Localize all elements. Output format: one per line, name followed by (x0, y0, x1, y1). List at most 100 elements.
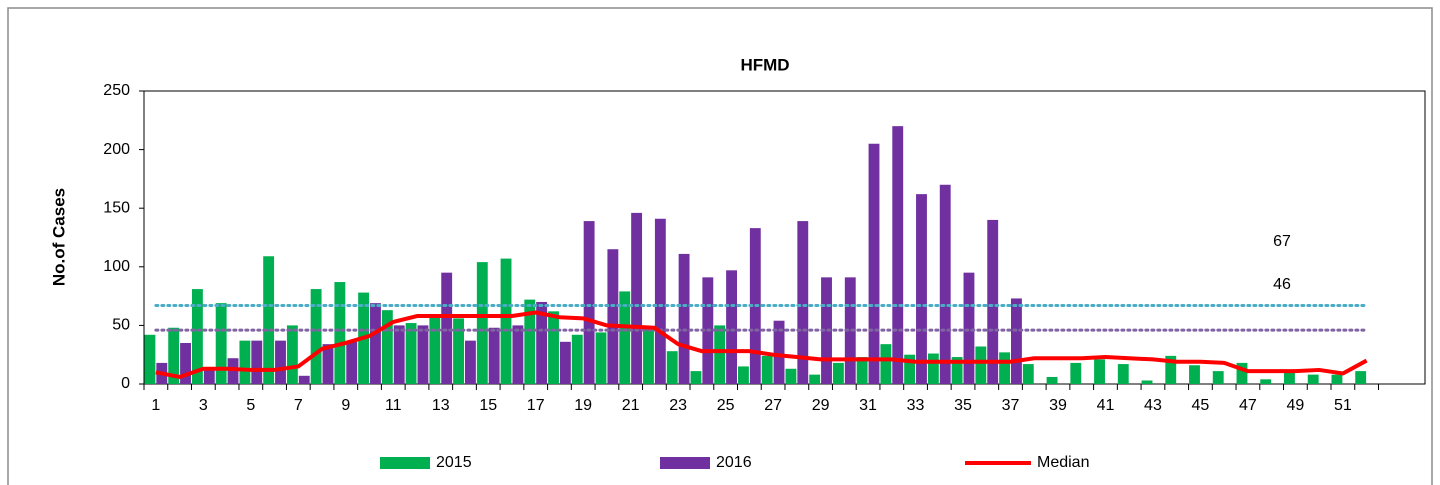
y-tick-label: 150 (103, 199, 130, 216)
bar (203, 367, 215, 384)
x-tick-label: 27 (764, 397, 782, 414)
bar (654, 218, 666, 384)
bar (726, 270, 737, 384)
x-tick-label: 1 (151, 397, 160, 414)
x-tick-label: 3 (199, 397, 208, 414)
bar (310, 289, 322, 384)
bar (844, 277, 856, 384)
bar (536, 301, 548, 384)
bar (476, 262, 488, 384)
bar (1141, 380, 1153, 384)
legend-label: 2016 (716, 454, 752, 471)
bar (370, 303, 381, 384)
x-tick-label: 35 (954, 397, 972, 414)
bar (144, 334, 156, 384)
bar (405, 323, 417, 384)
bar (832, 362, 844, 384)
bar (429, 317, 441, 384)
y-axis-label: No.of Cases (49, 188, 68, 286)
bar (571, 334, 583, 384)
bar (856, 357, 868, 384)
bar (500, 258, 512, 384)
bar (1355, 371, 1367, 384)
x-tick-label: 5 (246, 397, 255, 414)
bar (738, 366, 749, 384)
bar (1117, 364, 1129, 384)
bar (951, 357, 963, 384)
bar (916, 194, 927, 384)
bar (595, 332, 607, 384)
bar (215, 303, 227, 384)
bar (1260, 379, 1272, 384)
bar (417, 325, 429, 384)
x-tick-label: 37 (1002, 397, 1020, 414)
bar (191, 289, 203, 384)
threshold-label: 67 (1273, 233, 1291, 250)
line (155, 310, 1368, 379)
bar (1165, 355, 1177, 384)
bar (464, 340, 476, 384)
bar (441, 272, 453, 384)
x-tick-label: 49 (1286, 397, 1304, 414)
bar (1331, 374, 1343, 384)
bar (797, 221, 809, 384)
bar (1212, 371, 1224, 384)
y-tick-label: 0 (121, 375, 130, 392)
x-tick-label: 11 (385, 397, 402, 414)
chart-title: HFMD (740, 55, 789, 74)
x-tick-label: 51 (1334, 397, 1352, 414)
bar (809, 374, 821, 384)
bar (631, 212, 643, 384)
bar (761, 355, 773, 384)
bar (1236, 362, 1248, 384)
bar (987, 219, 999, 384)
bar (999, 352, 1011, 384)
bar (1307, 374, 1319, 384)
bar (1011, 298, 1022, 384)
bar (381, 310, 393, 384)
bar (880, 344, 892, 384)
bar (275, 340, 286, 384)
bar (619, 291, 631, 384)
bar (453, 318, 464, 384)
bar (1046, 376, 1058, 384)
bar (583, 221, 595, 384)
bar (334, 282, 346, 384)
y-tick-label: 50 (112, 317, 130, 334)
bar (286, 325, 298, 384)
x-tick-label: 43 (1144, 397, 1162, 414)
x-tick-label: 21 (622, 397, 640, 414)
legend-swatch (660, 457, 710, 469)
bar (666, 351, 678, 384)
bar (868, 143, 880, 384)
bar (559, 341, 571, 384)
bar (168, 327, 180, 384)
bar (263, 256, 275, 384)
x-tick-label: 25 (717, 397, 735, 414)
bar (678, 253, 690, 384)
y-tick-label: 200 (103, 141, 130, 158)
x-tick-label: 13 (432, 397, 450, 414)
bar (227, 358, 239, 384)
x-tick-label: 45 (1192, 397, 1210, 414)
threshold-label: 46 (1273, 276, 1291, 293)
x-tick-label: 47 (1239, 397, 1257, 414)
bar (1189, 365, 1200, 384)
bar (785, 368, 797, 384)
bar (939, 184, 951, 384)
y-tick-label: 250 (103, 82, 130, 99)
bar (488, 327, 500, 384)
x-tick-label: 31 (859, 397, 877, 414)
x-tick-label: 19 (574, 397, 592, 414)
x-tick-label: 29 (812, 397, 830, 414)
y-tick-label: 100 (103, 258, 130, 275)
bar (1070, 362, 1082, 384)
bar (904, 354, 916, 384)
bar (714, 325, 726, 384)
bar (524, 299, 536, 384)
bar (180, 342, 191, 384)
legend-swatch (380, 457, 430, 469)
bar (607, 249, 619, 384)
